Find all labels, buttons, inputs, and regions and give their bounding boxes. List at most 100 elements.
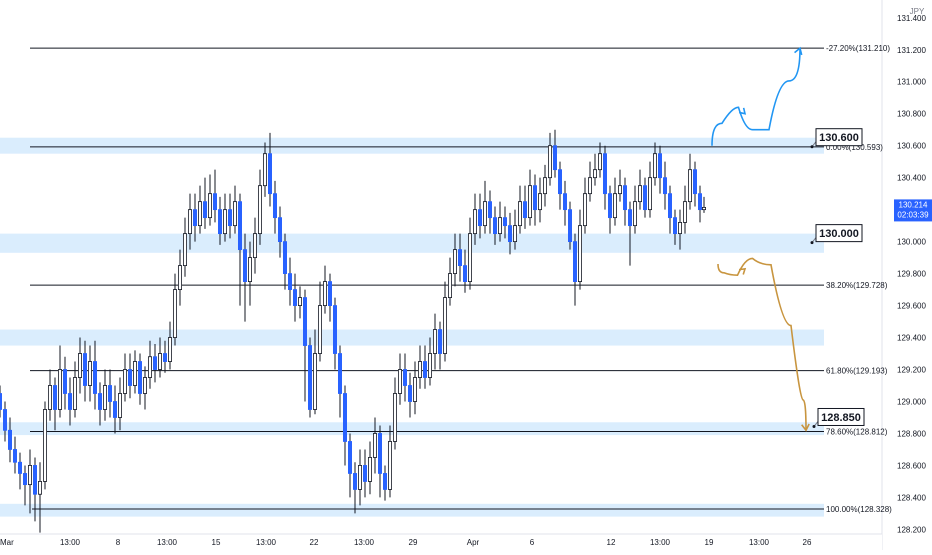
x-tick-label: 19 [705, 538, 714, 547]
scenario-turn-arrow-bearish [738, 267, 747, 275]
candle-body [688, 169, 693, 203]
y-tick-label: 131.200 [897, 46, 926, 55]
x-tick-label: Apr [467, 538, 480, 547]
candle [563, 180, 568, 226]
candle-body [332, 305, 337, 354]
candle-body [152, 356, 157, 370]
candle [247, 241, 252, 306]
candle-body [673, 217, 678, 235]
candle [357, 449, 362, 506]
candle-body [172, 289, 177, 338]
candle [68, 377, 73, 426]
candle-body [272, 193, 277, 219]
candle [392, 377, 397, 450]
candle [88, 345, 93, 402]
candle-body [518, 201, 523, 227]
y-tick-label: 130.000 [897, 238, 926, 247]
candle [147, 340, 152, 389]
y-tick-label: 130.800 [897, 110, 926, 119]
y-axis-ticks: 131.400 131.200 131.000 130.800 130.600 130.4… [897, 14, 926, 535]
candle-body [162, 353, 167, 362]
time-axis[interactable] [0, 534, 882, 550]
candle [292, 273, 297, 322]
price-callout-box [815, 224, 863, 243]
candle [187, 193, 192, 250]
last-price-box [894, 199, 932, 222]
candle-body [417, 361, 422, 378]
candle [427, 337, 432, 386]
candle-body [533, 185, 538, 211]
candle [172, 273, 177, 346]
candle-body [357, 465, 362, 490]
candle [593, 153, 598, 186]
candle [437, 321, 442, 370]
candle [377, 425, 382, 498]
candle-body [88, 361, 93, 386]
candle [482, 180, 487, 234]
candle-body [613, 193, 618, 219]
candle-body [588, 177, 593, 195]
candle-body [177, 265, 182, 290]
candle [237, 193, 242, 306]
x-tick-label: 13:00 [650, 538, 671, 547]
candle-body [568, 209, 573, 243]
candle-body [407, 385, 412, 402]
candle [132, 350, 137, 394]
x-tick-label: 12 [607, 538, 616, 547]
candle-body [678, 222, 683, 235]
candle [118, 377, 123, 431]
candle-body [222, 209, 227, 235]
candle [628, 201, 633, 266]
candle [653, 142, 658, 186]
candle [412, 361, 417, 415]
candle-body [292, 289, 297, 306]
candle-body [437, 329, 442, 354]
candle-body [702, 207, 707, 211]
candle-body [123, 369, 128, 394]
x-tick-label: 26 [803, 538, 812, 547]
candle-body [227, 209, 232, 227]
price-callout: 128.850 [812, 407, 865, 428]
candles-layer [0, 129, 707, 533]
scenario-arrowhead-bullish [794, 46, 803, 56]
candle [327, 273, 332, 322]
candle-body [513, 225, 518, 243]
candle [477, 193, 482, 239]
candle-body [578, 225, 583, 282]
candle [222, 193, 227, 242]
candle [7, 417, 12, 463]
candle-body [167, 337, 172, 362]
candle [282, 233, 287, 290]
y-tick-label: 129.400 [897, 334, 926, 343]
support-resistance-zone [0, 329, 824, 346]
candle-body [668, 193, 673, 219]
candle-body [132, 361, 137, 386]
candle-body [247, 257, 252, 282]
fib-level-label: 78.60%(128.812) [826, 428, 888, 437]
support-resistance-zone [0, 503, 824, 517]
candle-body [108, 385, 113, 402]
y-tick-label: 129.200 [897, 366, 926, 375]
scenario-path-bearish [717, 257, 807, 431]
candle-body [482, 201, 487, 227]
candle [12, 436, 17, 474]
candle-body [33, 465, 38, 495]
fib-level-label: 38.20%(129.728) [826, 281, 888, 290]
x-tick-label: Mar [0, 538, 14, 547]
price-axis[interactable] [882, 0, 932, 534]
candle [387, 425, 392, 498]
last-price-value: 130.214 [899, 200, 928, 209]
price-callout-anchor [810, 241, 814, 245]
candle-body [377, 433, 382, 474]
candle [342, 385, 347, 466]
support-resistance-zone [0, 137, 824, 154]
candle-body [73, 377, 78, 410]
candle-body [427, 353, 432, 378]
candle-body [643, 185, 648, 211]
candle [98, 382, 103, 426]
candle [447, 257, 452, 306]
candle [362, 449, 367, 498]
candle-body [58, 369, 63, 410]
y-tick-label: 129.000 [897, 398, 926, 407]
candle-body [182, 233, 187, 267]
